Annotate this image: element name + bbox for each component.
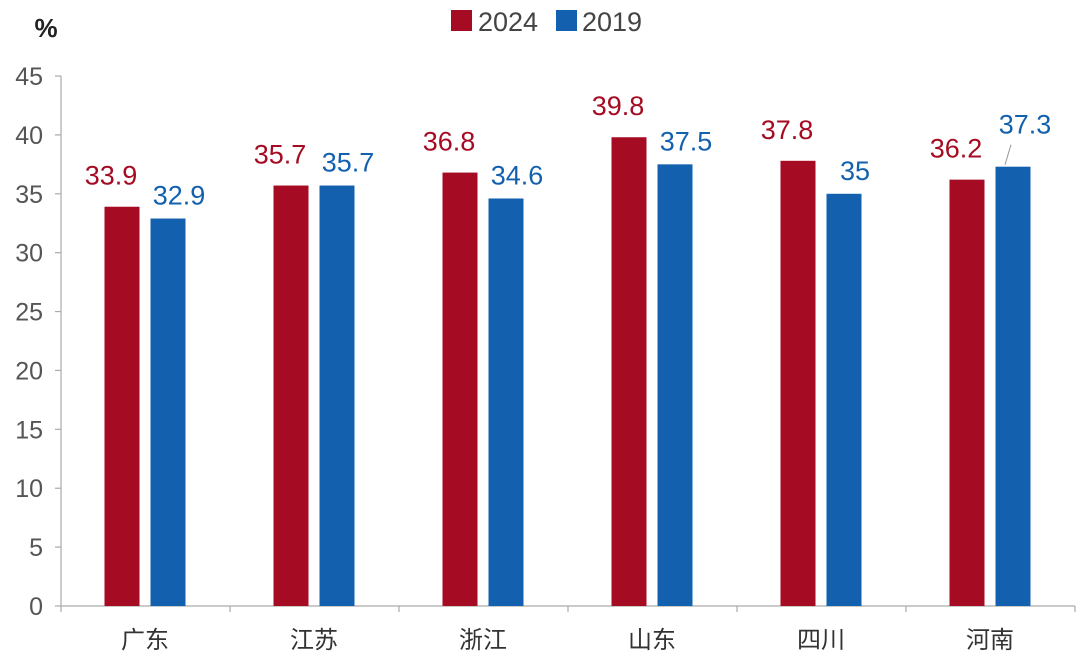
bar-2019-4 [657, 164, 693, 607]
x-category-label: 江苏 [290, 626, 338, 654]
data-label-2024-2: 35.7 [254, 140, 307, 170]
bar-2024-3 [442, 172, 478, 607]
y-tick-label: 35 [15, 181, 43, 209]
bar-2024-5 [780, 160, 816, 607]
y-tick-label: 0 [29, 593, 43, 621]
legend-swatch-2024 [451, 10, 472, 31]
y-tick-label: 40 [15, 122, 43, 150]
bar-2024-6 [949, 179, 985, 606]
data-label-2024-3: 36.8 [423, 127, 476, 157]
data-label-2019-6: 37.3 [999, 110, 1052, 140]
data-label-2024-1: 33.9 [85, 161, 138, 191]
data-label-2019-2: 35.7 [322, 148, 375, 178]
bar-2024-1 [104, 206, 140, 606]
data-label-2019-4: 37.5 [660, 126, 713, 156]
legend: 2024 2019 [451, 7, 642, 37]
axes: 0 5 10 15 20 25 30 35 40 45 [15, 63, 1076, 621]
data-labels: 33.9 32.9 35.7 35.7 36.8 34.6 39.8 37.5 37.8 35 36… [85, 91, 1052, 210]
category-labels: 广东 江苏 浙江 山东 四川 河南 [121, 626, 1014, 654]
bar-2024-2 [273, 185, 309, 607]
y-tick-label: 30 [15, 240, 43, 268]
data-label-2024-5: 37.8 [761, 115, 814, 145]
bar-2024-4 [611, 137, 647, 606]
bar-2019-5 [826, 193, 862, 606]
bar-2019-1 [150, 218, 186, 606]
bars [104, 137, 1031, 607]
data-label-2024-6: 36.2 [930, 134, 983, 164]
y-axis-unit-label: % [34, 13, 57, 43]
data-label-2019-5: 35 [840, 156, 870, 186]
bar-2019-6 [995, 166, 1031, 606]
bar-2019-2 [319, 185, 355, 607]
data-label-2024-4: 39.8 [592, 91, 645, 121]
legend-label-2024: 2024 [478, 7, 538, 37]
x-category-label: 四川 [797, 626, 845, 654]
x-category-label: 广东 [121, 626, 169, 654]
legend-swatch-2019 [556, 10, 577, 31]
data-label-2019-3: 34.6 [491, 160, 544, 190]
x-category-label: 河南 [966, 626, 1014, 654]
y-tick-label: 15 [15, 416, 43, 444]
legend-label-2019: 2019 [582, 7, 642, 37]
x-category-label: 山东 [628, 626, 676, 654]
y-tick-label: 10 [15, 475, 43, 503]
y-tick-label: 25 [15, 299, 43, 327]
x-category-label: 浙江 [459, 626, 507, 654]
y-tick-label: 45 [15, 63, 43, 91]
data-label-leader-line [1004, 144, 1012, 165]
data-label-2019-1: 32.9 [153, 181, 206, 211]
y-tick-label: 5 [29, 534, 43, 562]
bar-2019-3 [488, 198, 524, 606]
y-tick-label: 20 [15, 357, 43, 385]
